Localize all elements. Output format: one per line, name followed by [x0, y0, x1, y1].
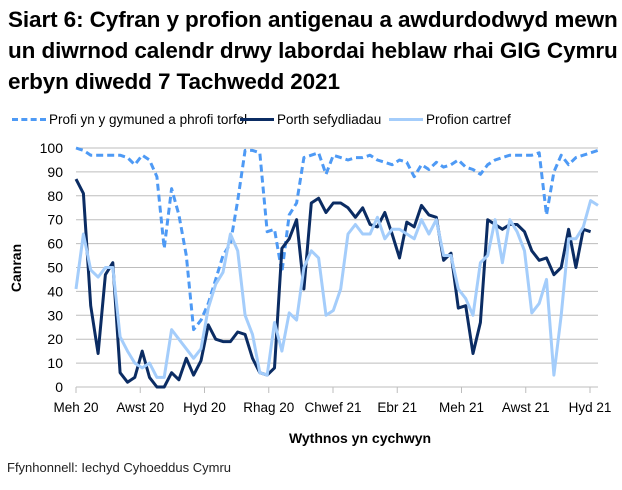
series-line: [74, 178, 592, 389]
x-tick-label: Awst 20: [116, 400, 164, 415]
y-tick-label: 80: [47, 188, 63, 204]
series-line: [74, 199, 599, 379]
y-tick-label: 70: [47, 212, 63, 228]
x-tick-label: Chwef 21: [304, 400, 361, 415]
chart-title: Siart 6: Cyfran y profion antigenau a aw…: [8, 7, 618, 94]
y-axis-label: Canran: [8, 243, 24, 293]
y-tick-label: 0: [55, 379, 63, 395]
y-tick-label: 30: [47, 307, 63, 323]
y-tick-label: 50: [47, 260, 63, 276]
series-line: [75, 146, 599, 332]
solid-line-swatch-icon: [389, 118, 423, 121]
solid-line-swatch-icon: [240, 118, 274, 121]
dashed-line-swatch-icon: [12, 118, 46, 121]
y-tick-label: 40: [47, 283, 63, 299]
legend-label: Profion cartref: [426, 112, 511, 127]
x-tick-label: Ebr 21: [377, 400, 417, 415]
legend-item-institutions: Porth sefydliadau: [240, 112, 381, 127]
y-tick-label: 20: [47, 331, 63, 347]
x-tick-label: Rhag 20: [243, 400, 294, 415]
y-tick-label: 10: [47, 355, 63, 371]
legend-label: Profi yn y gymuned a phrofi torfol: [49, 112, 248, 127]
x-axis-label: Wythnos yn cychwyn: [288, 430, 432, 446]
x-tick-label: Meh 20: [53, 400, 98, 415]
x-tick-label: Hyd 21: [569, 400, 612, 415]
x-tick-label: Hyd 20: [183, 400, 226, 415]
y-tick-label: 100: [40, 140, 64, 156]
chart-legend: Profi yn y gymuned a phrofi torfol Porth…: [0, 112, 622, 136]
source-note: Ffynhonnell: Iechyd Cyhoeddus Cymru: [7, 460, 232, 475]
x-tick-label: Awst 21: [502, 400, 550, 415]
x-tick-label: Meh 21: [439, 400, 484, 415]
y-tick-label: 60: [47, 236, 63, 252]
legend-label: Porth sefydliadau: [277, 112, 382, 127]
legend-item-community: Profi yn y gymuned a phrofi torfol: [12, 112, 247, 127]
y-tick-label: 90: [47, 164, 63, 180]
legend-item-home-tests: Profion cartref: [389, 112, 511, 127]
